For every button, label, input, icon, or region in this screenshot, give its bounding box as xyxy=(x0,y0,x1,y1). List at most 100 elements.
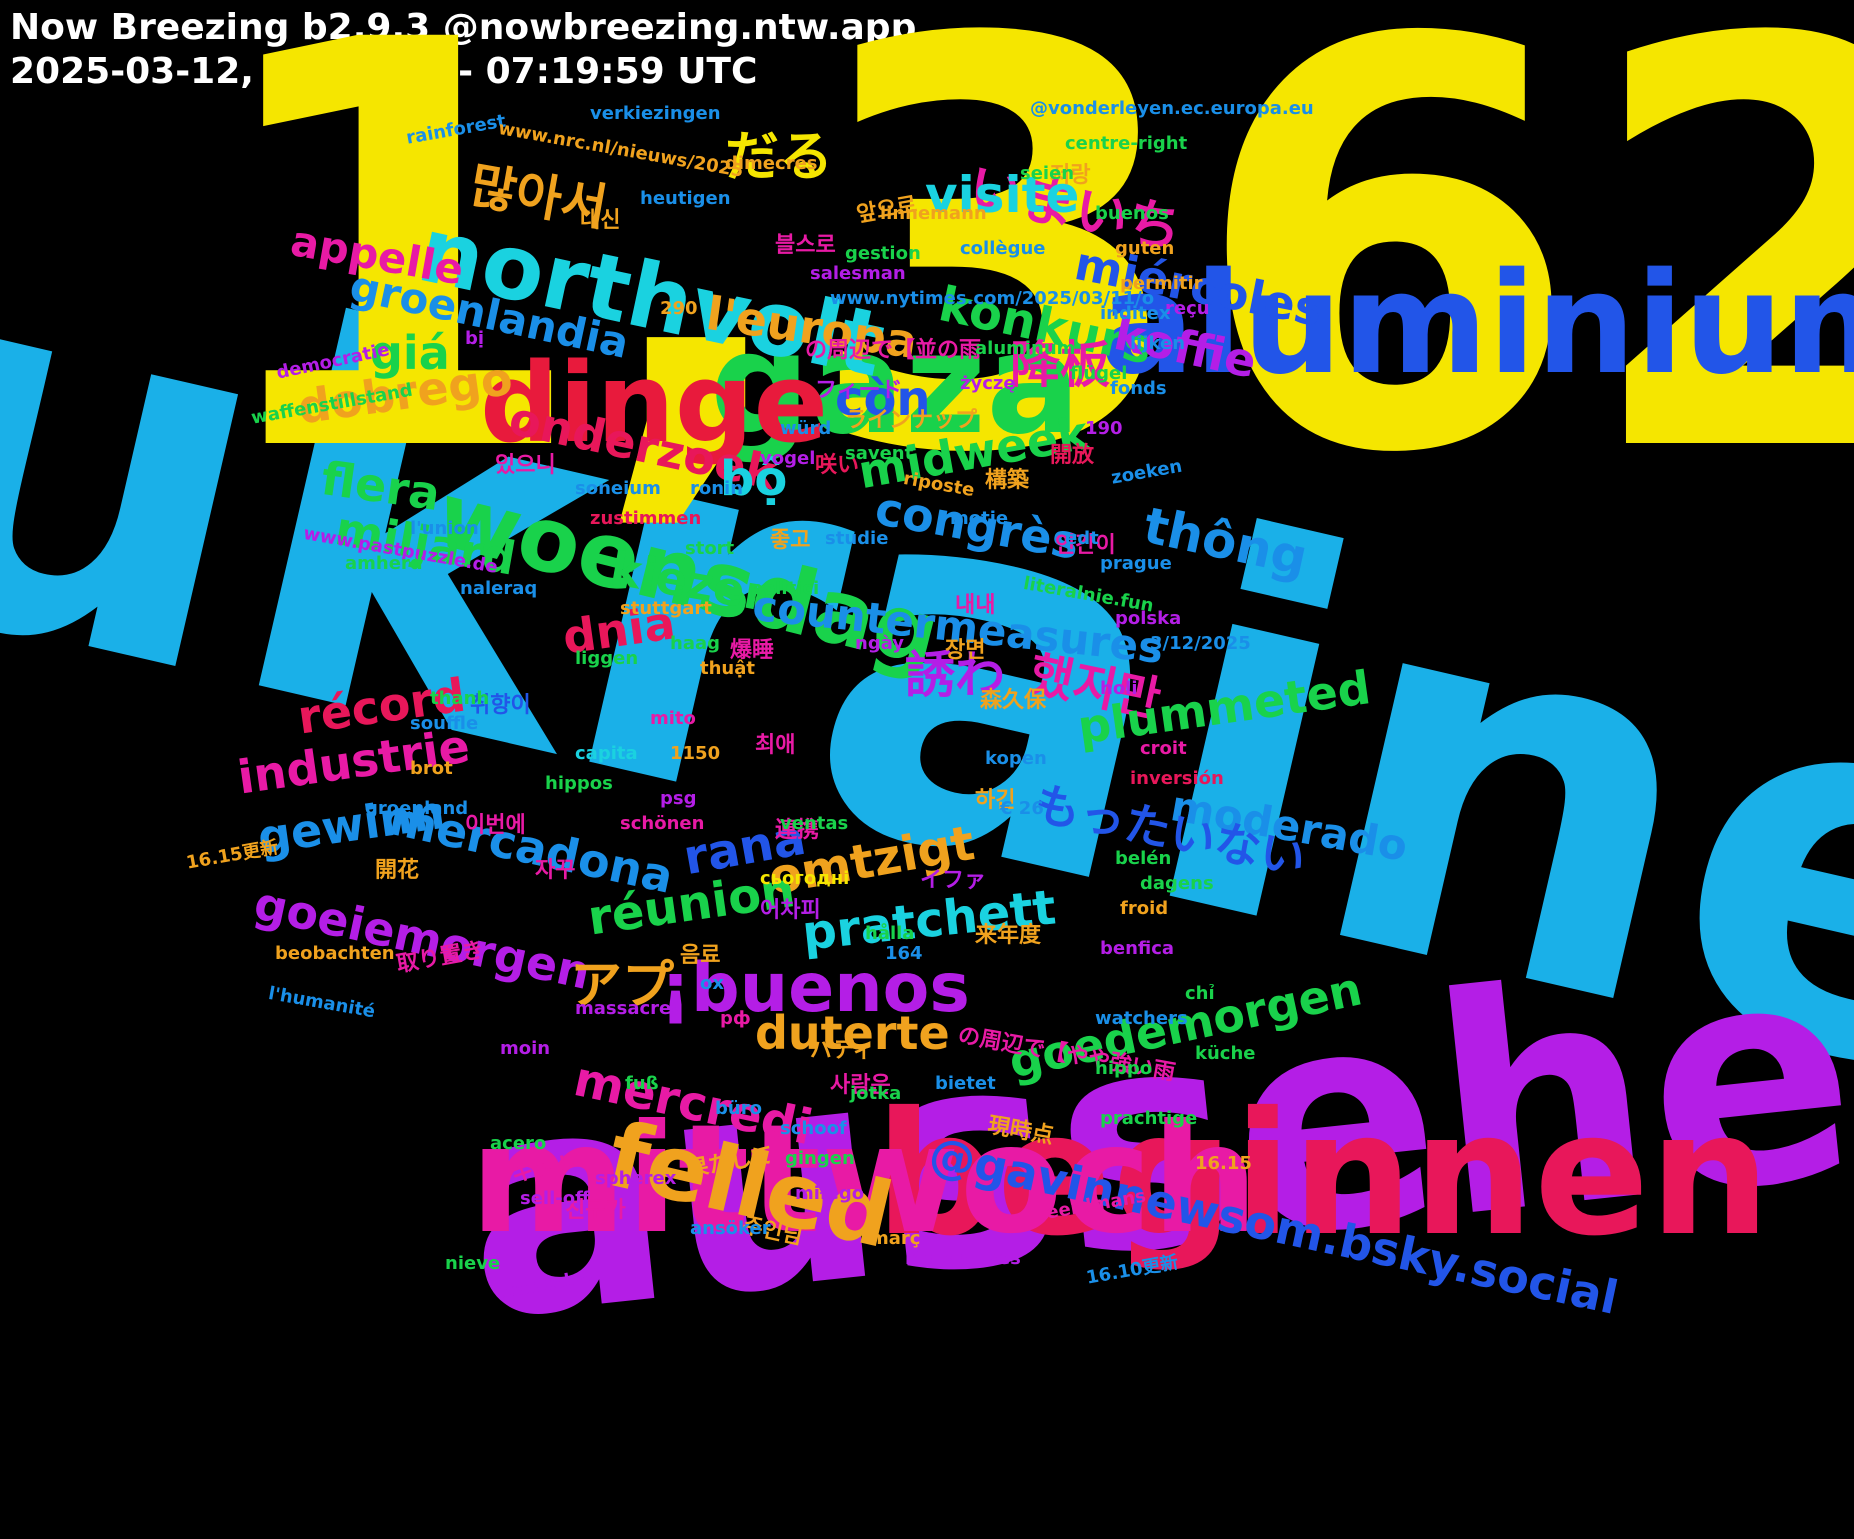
word-motie: motie xyxy=(950,508,1009,529)
word-dinge: dinge xyxy=(480,339,829,467)
word-recu: reçu xyxy=(1165,298,1210,319)
word-seien: seien xyxy=(1020,163,1075,184)
word-shuhende-nami: の周辺で【並の雨 xyxy=(805,338,982,363)
word-kopen: kopen xyxy=(985,748,1047,769)
word-froid: froid xyxy=(1120,898,1169,919)
word-lijken: lijken xyxy=(1130,333,1186,354)
word-brot: brot xyxy=(410,758,453,779)
word-stuttgart: stuttgart xyxy=(620,598,712,619)
word-chi: chỉ xyxy=(1185,983,1215,1004)
word-ox: ox xyxy=(700,973,724,994)
word-eochapi: 어차피 xyxy=(760,898,821,923)
word-dagens: dagens xyxy=(1140,873,1214,894)
word-isseuni: 있으니 xyxy=(495,453,556,478)
word-apu: アプ xyxy=(570,956,675,1016)
word-linnemann: linnemann xyxy=(880,203,987,224)
word-lunion: l'union xyxy=(410,518,479,539)
word-heutigen: heutigen xyxy=(640,188,731,209)
word-politici: politici xyxy=(750,578,820,599)
word-mito: mito xyxy=(650,708,696,729)
word-zycze: życzę xyxy=(960,373,1016,394)
word-feed: フィード xyxy=(815,378,903,403)
word-benfica: benfica xyxy=(1100,938,1175,959)
word-bietet: bietet xyxy=(935,1073,996,1094)
word-sasowa: 誘わ xyxy=(905,646,1005,704)
word-visite: visite xyxy=(925,166,1080,224)
word-aluminum: aluminum xyxy=(975,338,1076,359)
word-moin: moin xyxy=(500,1038,551,1059)
word-beobachten: beobachten xyxy=(275,943,395,964)
word-flugel: flügel xyxy=(1070,363,1128,384)
word-gingen: gingen xyxy=(785,1148,855,1169)
word-duterte: duterte xyxy=(755,1006,950,1060)
word-capita: capita xyxy=(575,743,638,764)
word-mittwoch: mittwoch xyxy=(470,1093,1259,1267)
header-time-range: 2025-03-12, 07:10:00 - 07:19:59 UTC xyxy=(10,51,758,92)
word-marc: març xyxy=(870,1228,921,1249)
word-legislatives: législatives xyxy=(905,1248,1021,1269)
word-schoof: schoof xyxy=(780,1118,847,1139)
word-164: 164 xyxy=(885,943,923,964)
word-thanh: thanh xyxy=(430,688,490,709)
word-kouban: 降板 xyxy=(1010,336,1110,394)
word-ibeone: 이번에 xyxy=(465,813,526,838)
word-prachtige: prachtige xyxy=(1100,1108,1198,1129)
word-gaza: gaza xyxy=(710,303,1081,466)
word-prague: prague xyxy=(1100,553,1172,574)
word-gestion: gestion xyxy=(845,243,921,264)
header-title: Now Breezing b2.9.3 @nowbreezing.ntw.app xyxy=(10,7,917,48)
word-bo: bộ xyxy=(720,451,788,507)
word-collegue: collègue xyxy=(960,238,1046,259)
word-saram: 사람은 xyxy=(830,1073,891,1098)
word-lineup: ラインナップ xyxy=(845,408,978,433)
word-1362: 1,362 xyxy=(200,0,1854,576)
word-permitir: permitir xyxy=(1120,273,1203,294)
word-beginnen: beginnen xyxy=(875,1076,1771,1274)
word-1150: 1150 xyxy=(670,743,721,764)
word-nytimes: www.nytimes.com/2025/03/11/o xyxy=(830,288,1155,309)
word-3-12-2025: 3/12/2025 xyxy=(1150,633,1251,654)
word-zustimmen: zustimmen xyxy=(590,508,702,529)
word-edt: edt xyxy=(1065,528,1099,549)
word-savent: savent xyxy=(845,443,914,464)
word-jotka: jotka xyxy=(850,1083,902,1104)
word-ngay: ngày xyxy=(855,633,905,654)
word-eur26: € 26 xyxy=(1000,798,1044,819)
word-haag: haag xyxy=(670,633,720,654)
word-croit: croit xyxy=(1140,738,1187,759)
word-joko: 좋고 xyxy=(770,528,811,553)
word-jakku: 자꾸 xyxy=(535,858,576,883)
word-con: còn xyxy=(835,371,931,427)
word-belen: belén xyxy=(1115,848,1172,869)
word-studie: studie xyxy=(825,528,889,549)
word-dimecres: dimecres xyxy=(725,153,818,174)
word-inditex: inditex xyxy=(1100,303,1171,324)
word-ventas: ventas xyxy=(780,813,849,834)
word-jeorang: 저랑 xyxy=(1050,163,1091,188)
word-spherex: spherex xyxy=(595,1168,677,1189)
word-choeae: 최애 xyxy=(755,733,796,758)
word-goeiemorgen: goeiemorgen xyxy=(249,876,596,1000)
word-acero: acero xyxy=(490,1133,547,1154)
word-buenos: ¡buenos xyxy=(660,949,970,1028)
word-groenland: groenland xyxy=(365,798,469,819)
word-inganiy: 인간이 xyxy=(1055,533,1116,558)
word-sai: 咲い xyxy=(815,453,860,478)
word-rf: рф xyxy=(720,1008,751,1029)
word-kaihou: 開放 xyxy=(1050,443,1095,468)
word-ronin: ronin xyxy=(690,478,744,499)
word-fonds: fonds xyxy=(1110,378,1167,399)
word-hippo: hippo xyxy=(1095,1058,1153,1079)
word-guten: guten xyxy=(1115,238,1175,259)
word-bakusui: 爆睡 xyxy=(730,638,775,663)
word-wurd: würd xyxy=(780,418,832,439)
word-lhumanite: l'humanité xyxy=(266,983,377,1023)
word-thuat: thuật xyxy=(700,658,755,679)
word-1615koushin: 16.15更新 xyxy=(184,836,280,874)
word-fuss: fuß xyxy=(625,1073,659,1094)
word-bi: bị xyxy=(465,328,485,349)
word-holi: holi xyxy=(1100,678,1138,699)
word-inversion: inversión xyxy=(1130,768,1224,789)
word-beulseuro: 블스로 xyxy=(775,233,836,258)
